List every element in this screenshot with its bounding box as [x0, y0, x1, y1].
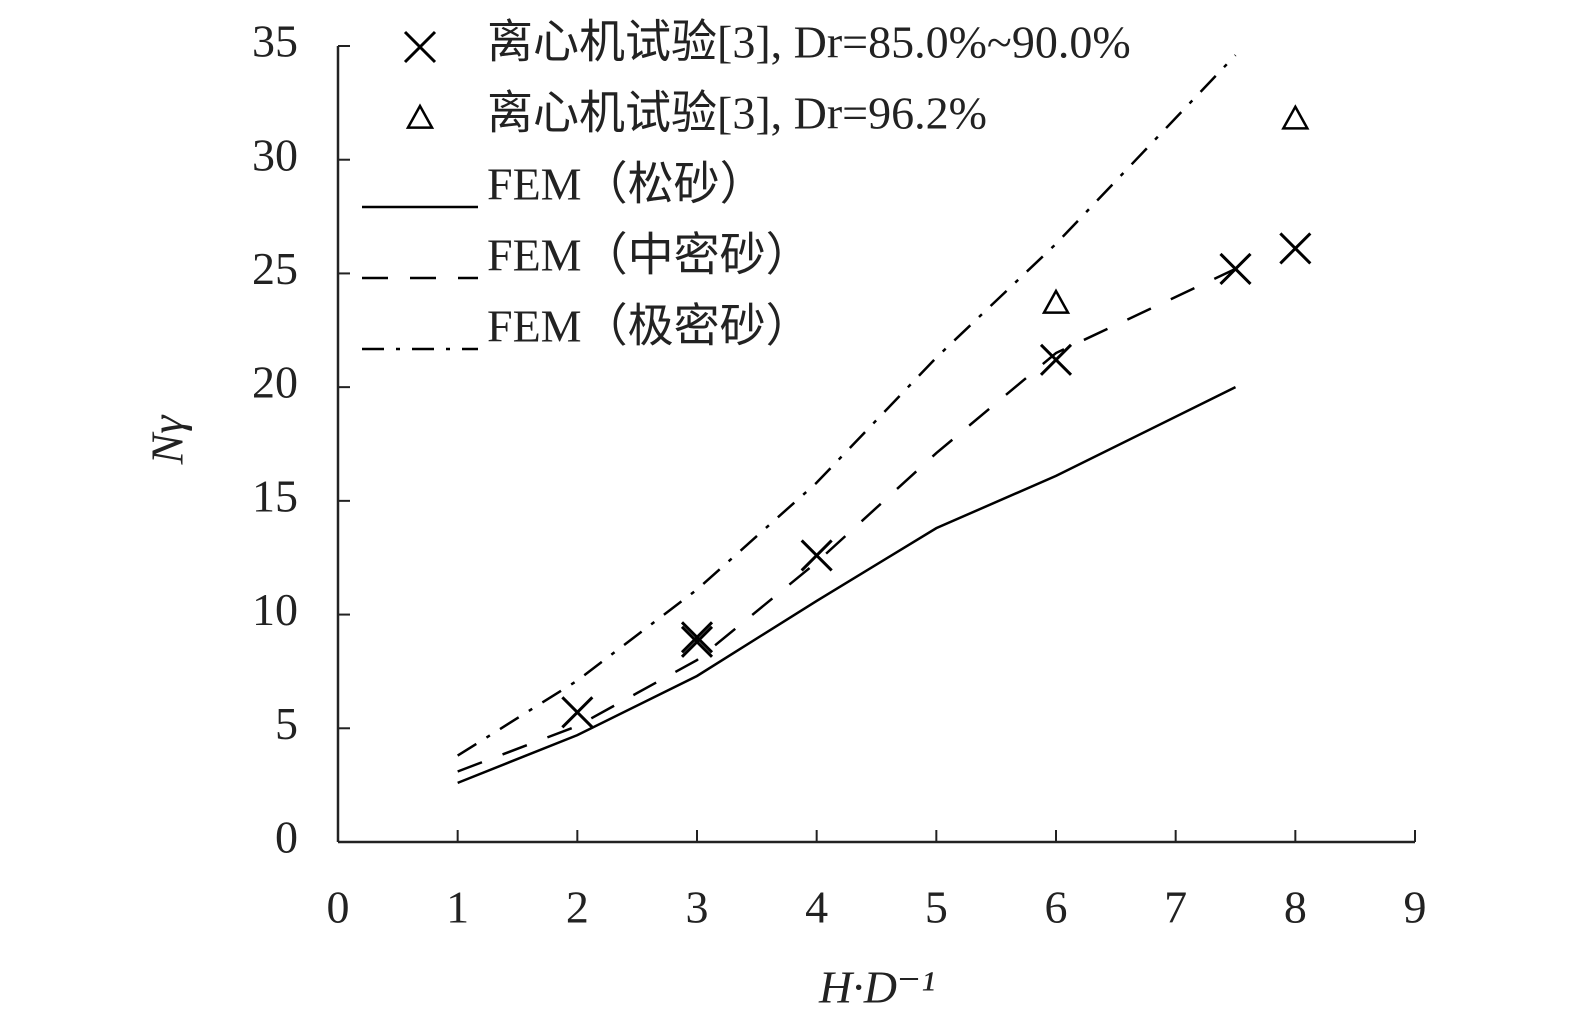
x-tick-label: 6 — [1045, 882, 1068, 933]
y-tick-label: 5 — [275, 698, 298, 749]
y-tick-label: 25 — [252, 243, 298, 294]
x-marker — [1279, 232, 1312, 265]
x-marker — [680, 625, 714, 658]
x-marker — [680, 621, 714, 654]
triangle-marker — [405, 103, 435, 129]
legend-label: FEM（极密砂） — [487, 301, 812, 352]
series-line — [457, 54, 1237, 757]
legend-label: 离心机试验[3], Dr=85.0%~90.0% — [487, 17, 1131, 68]
x-tick-label: 1 — [446, 882, 469, 933]
y-tick-label: 30 — [252, 129, 298, 180]
series-line — [457, 386, 1237, 785]
x-tick-label: 5 — [925, 882, 948, 933]
legend-label: FEM（松砂） — [487, 159, 766, 210]
x-marker — [800, 539, 833, 572]
x-tick-label: 3 — [686, 882, 709, 933]
x-tick-label: 4 — [805, 882, 828, 933]
legend-label: 离心机试验[3], Dr=96.2% — [487, 88, 987, 139]
triangle-marker — [1281, 104, 1310, 130]
y-tick-label: 10 — [252, 584, 298, 635]
x-axis-label: H·D⁻¹ — [818, 962, 935, 1013]
y-tick-label: 0 — [275, 812, 298, 863]
y-tick-label: 20 — [252, 357, 298, 408]
x-tick-label: 0 — [327, 882, 350, 933]
legend-label: FEM（中密砂） — [487, 230, 812, 281]
triangle-marker — [1041, 288, 1071, 314]
x-tick-label: 7 — [1164, 882, 1187, 933]
x-tick-label: 2 — [566, 882, 589, 933]
y-tick-label: 15 — [252, 470, 298, 521]
x-marker — [1039, 343, 1073, 376]
y-tick-label: 35 — [252, 16, 298, 67]
x-tick-label: 8 — [1284, 882, 1307, 933]
y-axis-label: Nγ — [142, 414, 193, 466]
x-marker — [561, 696, 594, 729]
x-tick-label: 9 — [1404, 882, 1427, 933]
x-marker — [403, 30, 437, 64]
series-line — [457, 267, 1237, 773]
